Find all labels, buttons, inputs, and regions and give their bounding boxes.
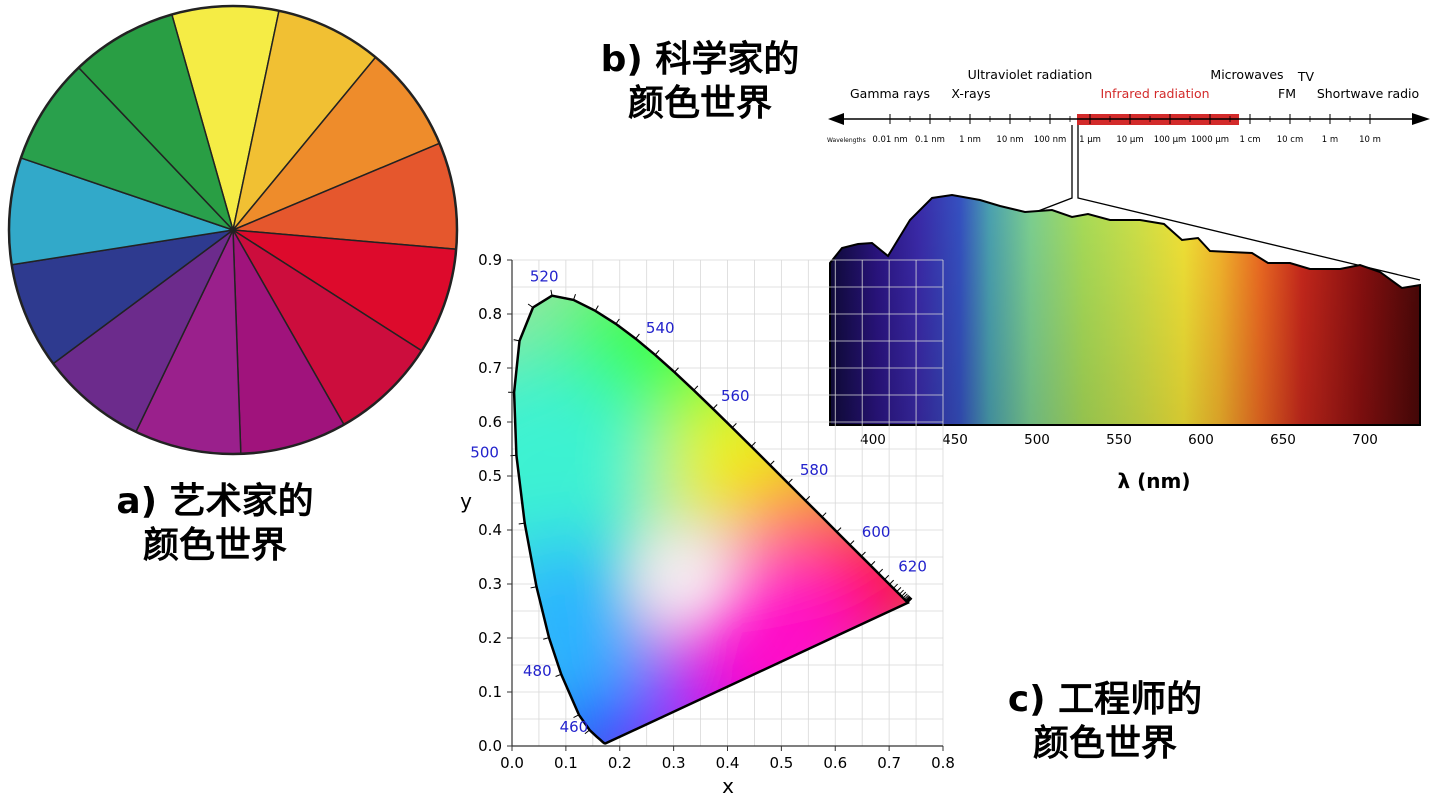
cie-color-region: [629, 524, 739, 634]
locus-tick: [751, 442, 755, 446]
x-tick-label: 0.3: [662, 754, 686, 772]
locus-tick: [616, 319, 619, 324]
x-tick-label: 0.2: [608, 754, 632, 772]
locus-tick: [713, 404, 717, 408]
locus-tick: [636, 334, 640, 339]
wavelength-label: 580: [800, 461, 829, 479]
x-tick-label: 0.0: [500, 754, 524, 772]
locus-tick: [899, 590, 903, 594]
locus-tick: [574, 294, 576, 300]
scale-tick-label: 10 nm: [996, 135, 1023, 145]
cie-xlabel: x: [722, 774, 734, 798]
wavelength-label: 600: [862, 523, 891, 541]
scale-tick-label: 10 cm: [1277, 135, 1303, 145]
locus-tick: [595, 306, 598, 311]
visible-spectrum-tick-label: 600: [1188, 432, 1214, 448]
visible-spectrum-tick-label: 700: [1352, 432, 1378, 448]
locus-tick: [893, 584, 897, 588]
cie-chromaticity-diagram: 0.0 0.1 0.2 0.3 0.4 0.5 0.6 0.7 0.8 0.0 0.1 0.2 0.3 0…: [450, 240, 970, 800]
scale-tick-label: 1 nm: [959, 135, 981, 145]
locus-tick: [788, 479, 792, 483]
scale-tick-label: 1 μm: [1079, 135, 1101, 145]
panel-c-title-line1: c) 工程师的: [950, 678, 1260, 722]
x-tick-label: 0.7: [877, 754, 901, 772]
locus-tick: [655, 350, 659, 355]
band-label-gamma: Gamma rays: [850, 86, 930, 101]
scale-tick-label: 10 μm: [1116, 135, 1143, 145]
y-tick-label: 0.4: [478, 521, 502, 539]
scale-tick-label: 0.01 nm: [872, 135, 907, 145]
locus-tick: [806, 496, 810, 500]
y-tick-label: 0.6: [478, 413, 502, 431]
axis-arrow-right: [1412, 113, 1430, 125]
locus-tick: [694, 386, 698, 390]
band-label-microwaves: Microwaves: [1210, 67, 1283, 82]
y-tick-label: 0.5: [478, 467, 502, 485]
band-label-xrays: X-rays: [951, 86, 990, 101]
panel-b-title-line1: b) 科学家的: [560, 38, 840, 82]
scale-tick-label: 0.1 nm: [915, 135, 945, 145]
locus-tick: [850, 541, 854, 545]
visible-spectrum-tick-label: 550: [1106, 432, 1132, 448]
y-tick-label: 0.3: [478, 575, 502, 593]
scale-tick-label: 1 m: [1322, 135, 1338, 145]
scale-tick-label: 1 cm: [1239, 135, 1260, 145]
cie-ylabel: y: [460, 489, 472, 513]
scale-tick-label: 10 m: [1359, 135, 1381, 145]
y-tick-label: 0.7: [478, 359, 502, 377]
y-tick-label: 0.9: [478, 251, 502, 269]
locus-tick: [885, 575, 889, 579]
scale-tick-label: 100 μm: [1154, 135, 1187, 145]
x-tick-label: 0.6: [823, 754, 847, 772]
wavelength-label: 540: [646, 319, 675, 337]
y-tick-label: 0.1: [478, 683, 502, 701]
visible-spectrum-tick-label: 650: [1270, 432, 1296, 448]
y-tick-label: 0.2: [478, 629, 502, 647]
locus-tick: [871, 561, 875, 565]
visible-spectrum-tick-label: 500: [1024, 432, 1050, 448]
locus-tick: [897, 587, 901, 591]
scale-tick-label: 100 nm: [1034, 135, 1067, 145]
color-wheel: [3, 1, 463, 461]
wavelength-label: 560: [721, 387, 750, 405]
locus-tick: [770, 461, 774, 465]
panel-b-title-line2: 颜色世界: [560, 82, 840, 126]
wavelengths-label: Wavelengths: [827, 137, 866, 144]
wavelength-label: 460: [560, 718, 589, 736]
panel-c-title-line2: 颜色世界: [950, 722, 1260, 766]
wavelength-label: 480: [523, 662, 552, 680]
panel-b-title: b) 科学家的 颜色世界: [560, 38, 840, 126]
scale-tick-label: 1000 μm: [1191, 135, 1229, 145]
locus-tick: [878, 569, 882, 573]
x-tick-label: 0.1: [554, 754, 578, 772]
band-label-shortwave: Shortwave radio: [1317, 86, 1419, 101]
panel-a-title: a) 艺术家的 颜色世界: [60, 480, 370, 568]
wavelength-label: 500: [470, 443, 499, 461]
locus-tick: [822, 513, 826, 517]
visible-spectrum-xlabel: λ (nm): [1118, 469, 1191, 493]
panel-a-title-line1: a) 艺术家的: [60, 480, 370, 524]
locus-tick: [528, 304, 533, 308]
panel-c-title: c) 工程师的 颜色世界: [950, 678, 1260, 766]
x-tick-label: 0.8: [931, 754, 955, 772]
wavelength-label: 620: [898, 558, 927, 576]
band-label-tv: TV: [1297, 69, 1315, 84]
x-tick-label: 0.4: [716, 754, 740, 772]
y-tick-label: 0.8: [478, 305, 502, 323]
x-tick-label: 0.5: [769, 754, 793, 772]
band-label-infrared: Infrared radiation: [1100, 86, 1209, 101]
panel-a-title-line2: 颜色世界: [60, 524, 370, 568]
y-tick-label: 0.0: [478, 737, 502, 755]
locus-tick: [732, 423, 736, 427]
band-label-ultraviolet: Ultraviolet radiation: [968, 67, 1093, 82]
wavelength-label: 520: [530, 268, 559, 286]
axis-arrow-left: [828, 113, 844, 125]
band-label-fm: FM: [1278, 86, 1296, 101]
